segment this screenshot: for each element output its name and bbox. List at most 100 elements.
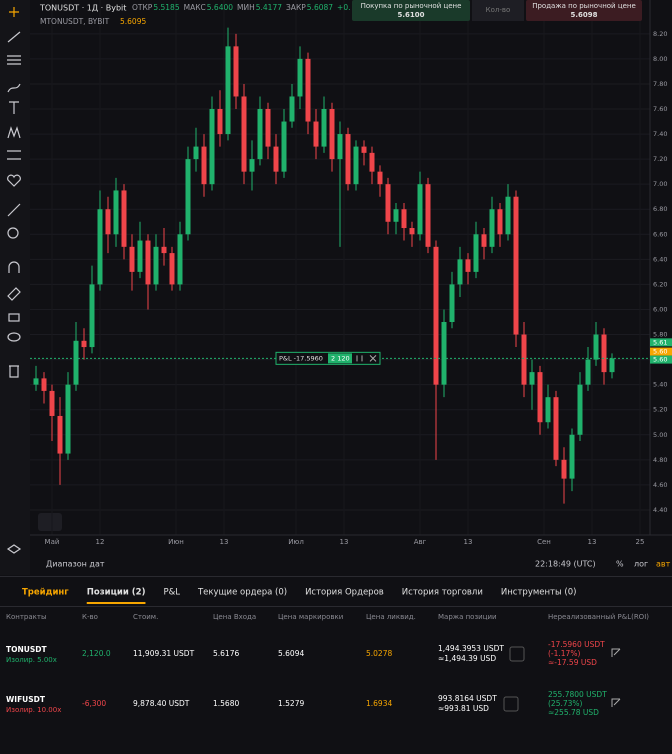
roi: (-1.17%) (548, 649, 580, 658)
candle-body (409, 228, 415, 235)
ohlc-value: 5.4177 (256, 3, 282, 12)
candle-body (537, 372, 543, 423)
candle-body (217, 109, 223, 135)
trend-tool[interactable] (7, 31, 21, 43)
log-toggle[interactable]: лог (634, 560, 648, 569)
change: +0. (337, 3, 350, 12)
crosshair-tool[interactable] (9, 7, 19, 17)
close-button[interactable] (369, 354, 377, 362)
candle-body (529, 372, 535, 385)
y-tick-label: 5.00 (653, 431, 667, 439)
date-range[interactable]: Диапазон дат (46, 560, 105, 569)
tab[interactable]: История Ордеров (305, 588, 384, 598)
measure-tool[interactable] (7, 150, 21, 160)
y-tick-label: 7.00 (653, 180, 667, 188)
candle-body (345, 134, 351, 185)
pattern-tool[interactable] (7, 126, 21, 139)
edit-margin[interactable] (503, 696, 519, 712)
candle-body (361, 146, 367, 153)
candle-body (561, 459, 567, 479)
ruler-tool[interactable] (7, 203, 21, 217)
tab[interactable]: Инструменты (0) (501, 588, 577, 598)
y-tick-label: 7.20 (653, 155, 667, 163)
tab[interactable]: Трейдинг (22, 588, 69, 598)
candle-body (385, 184, 391, 222)
margin-usd: ≈993.81 USD (438, 704, 489, 713)
candle-body (337, 134, 343, 160)
layers-tool[interactable] (6, 544, 22, 554)
price-label: 5.60 (653, 348, 667, 356)
tv-logo (38, 513, 62, 531)
candle-body (193, 146, 199, 160)
visibility-tool[interactable] (7, 332, 21, 342)
reverse-button[interactable] (356, 355, 363, 362)
tab[interactable]: P&L (163, 588, 180, 598)
candle-body (457, 259, 463, 285)
mark-symbol: MTONUSDT, BYBIT (40, 17, 110, 26)
ohlc-value: 5.5185 (153, 3, 179, 12)
candle-body (41, 378, 47, 391)
edit-margin[interactable] (509, 646, 525, 662)
price-label-bg (650, 347, 672, 356)
buy-button[interactable] (352, 0, 470, 21)
candle-body (369, 152, 375, 172)
candle-body (169, 253, 175, 285)
candle-body (113, 190, 119, 235)
y-tick-label: 8.00 (653, 55, 667, 63)
column-header: Стоим. (133, 613, 158, 621)
tab[interactable]: Позиции (2) (87, 588, 146, 598)
sell-button[interactable] (526, 0, 642, 21)
x-tick-label: Июн (168, 538, 184, 546)
ohlc-label: МАКС (184, 3, 206, 12)
clock: 22:18:49 (UTC) (535, 560, 596, 569)
contract: WIFUSDT (6, 695, 46, 704)
auto-toggle[interactable]: авт (656, 560, 671, 569)
qty-input[interactable] (472, 0, 524, 21)
delete-tool[interactable] (9, 365, 19, 378)
magnet-tool[interactable] (8, 261, 20, 273)
candle-body (105, 209, 111, 235)
lock-tool[interactable] (8, 313, 20, 322)
candle-body (505, 196, 511, 235)
candle-body (177, 234, 183, 285)
candle-body (473, 234, 479, 272)
candle-body (433, 246, 439, 385)
candle-body (201, 146, 207, 185)
candle-body (137, 240, 143, 272)
candle-body (609, 358, 615, 373)
share-pnl[interactable] (611, 698, 621, 707)
candle-body (121, 190, 127, 247)
brush-tool[interactable] (7, 83, 21, 93)
text-tool[interactable] (9, 101, 19, 114)
ohlc-label: ЗАКР (286, 3, 306, 12)
y-tick-label: 6.00 (653, 305, 667, 313)
lock-draw-tool[interactable] (7, 287, 21, 301)
candle-body (497, 209, 503, 235)
zoom-tool[interactable] (7, 227, 19, 239)
tab[interactable]: Текущие ордера (0) (197, 588, 287, 598)
margin-usd: ≈1,494.39 USD (438, 654, 496, 663)
candle-body (313, 121, 319, 147)
symbol: TONUSDT · 1Д · Bybit (39, 4, 126, 13)
percent-toggle[interactable]: % (616, 560, 624, 569)
quantity: 2,120.0 (82, 649, 111, 658)
position-value: 11,909.31 USDT (133, 649, 195, 658)
candle-body (233, 46, 239, 97)
favorites-tool[interactable] (7, 174, 21, 187)
column-header: Маржа позиции (438, 613, 497, 621)
contract: TONUSDT (6, 645, 47, 654)
candle-body (449, 284, 455, 323)
candle-body (281, 121, 287, 172)
fib-tool[interactable] (7, 55, 21, 65)
column-header: Цена ликвид. (366, 613, 416, 621)
candle-body (249, 159, 255, 172)
candle-body (481, 234, 487, 247)
margin: 1,494.3953 USDT (438, 644, 504, 653)
share-pnl[interactable] (611, 648, 621, 657)
y-tick-label: 7.40 (653, 130, 667, 138)
candle-body (569, 434, 575, 479)
candle-body (145, 240, 151, 285)
candle-body (257, 109, 263, 160)
y-tick-label: 6.40 (653, 255, 667, 263)
tab[interactable]: История торговли (402, 588, 483, 598)
